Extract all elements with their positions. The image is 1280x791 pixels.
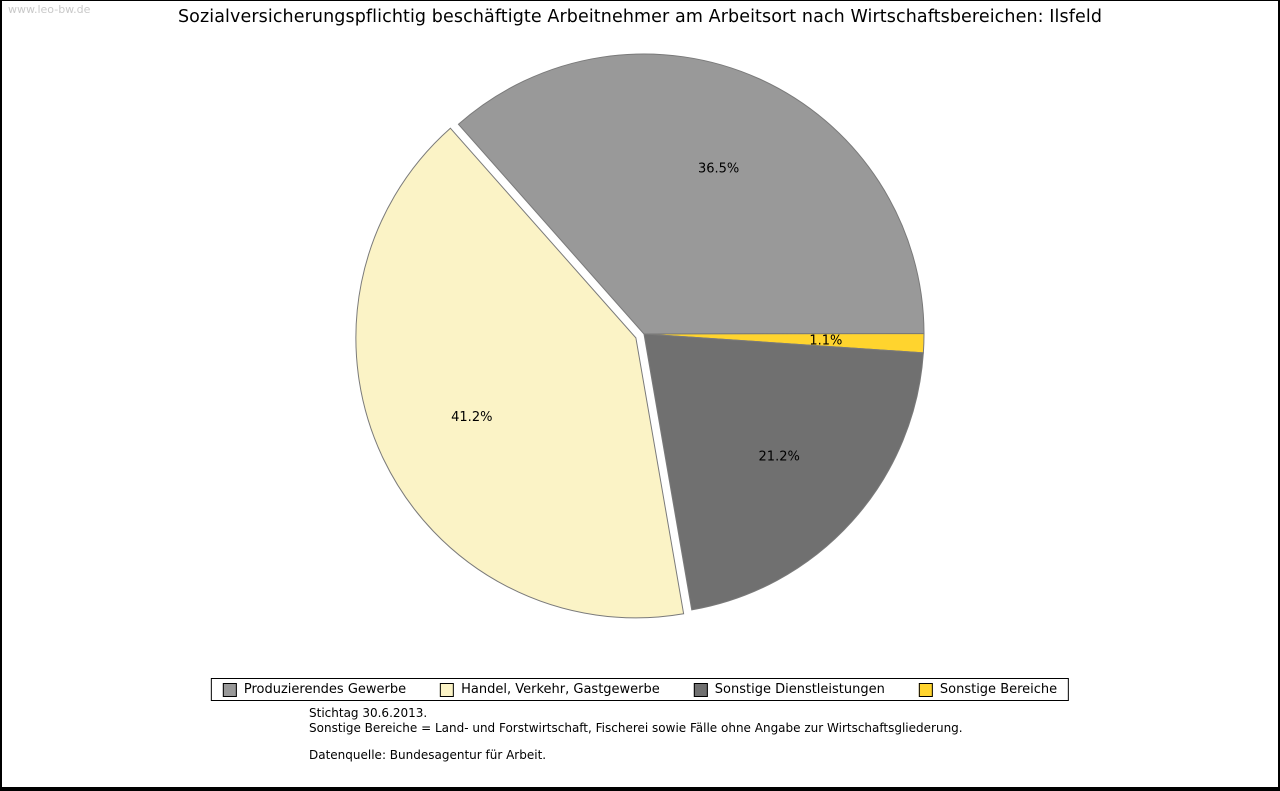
slice-label: 21.2% [759,449,800,464]
footnotes: Stichtag 30.6.2013. Sonstige Bereiche = … [309,706,963,763]
footnote-source: Datenquelle: Bundesagentur für Arbeit. [309,748,547,762]
pie-slice-produzierendes-gewerbe [457,53,925,335]
legend-swatch [222,682,237,697]
legend-item: Produzierendes Gewerbe [222,682,407,697]
footnote-stichtag: Stichtag 30.6.2013. [309,706,428,720]
legend-label: Produzierendes Gewerbe [243,682,407,697]
slice-label: 36.5% [698,162,739,177]
pie-slice-handel-verkehr-gastgewerbe [355,127,685,619]
legend-swatch [440,682,455,697]
legend-swatch [918,682,933,697]
legend-label: Sonstige Bereiche [939,682,1058,697]
legend-swatch [693,682,708,697]
legend-label: Sonstige Dienstleistungen [714,682,885,697]
legend-item: Sonstige Dienstleistungen [693,682,885,697]
legend-item: Handel, Verkehr, Gastgewerbe [440,682,660,697]
footnote-definition: Sonstige Bereiche = Land- und Forstwirts… [309,721,963,735]
slice-label: 41.2% [451,410,492,425]
pie-slice-sonstige-dienstleistungen [643,333,924,611]
legend-label: Handel, Verkehr, Gastgewerbe [461,682,660,697]
chart-title: Sozialversicherungspflichtig beschäftigt… [177,7,1103,27]
watermark: www.leo-bw.de [8,3,91,16]
legend: Produzierendes Gewerbe Handel, Verkehr, G… [210,678,1070,701]
legend-item: Sonstige Bereiche [918,682,1058,697]
slice-label: 1.1% [809,334,842,349]
